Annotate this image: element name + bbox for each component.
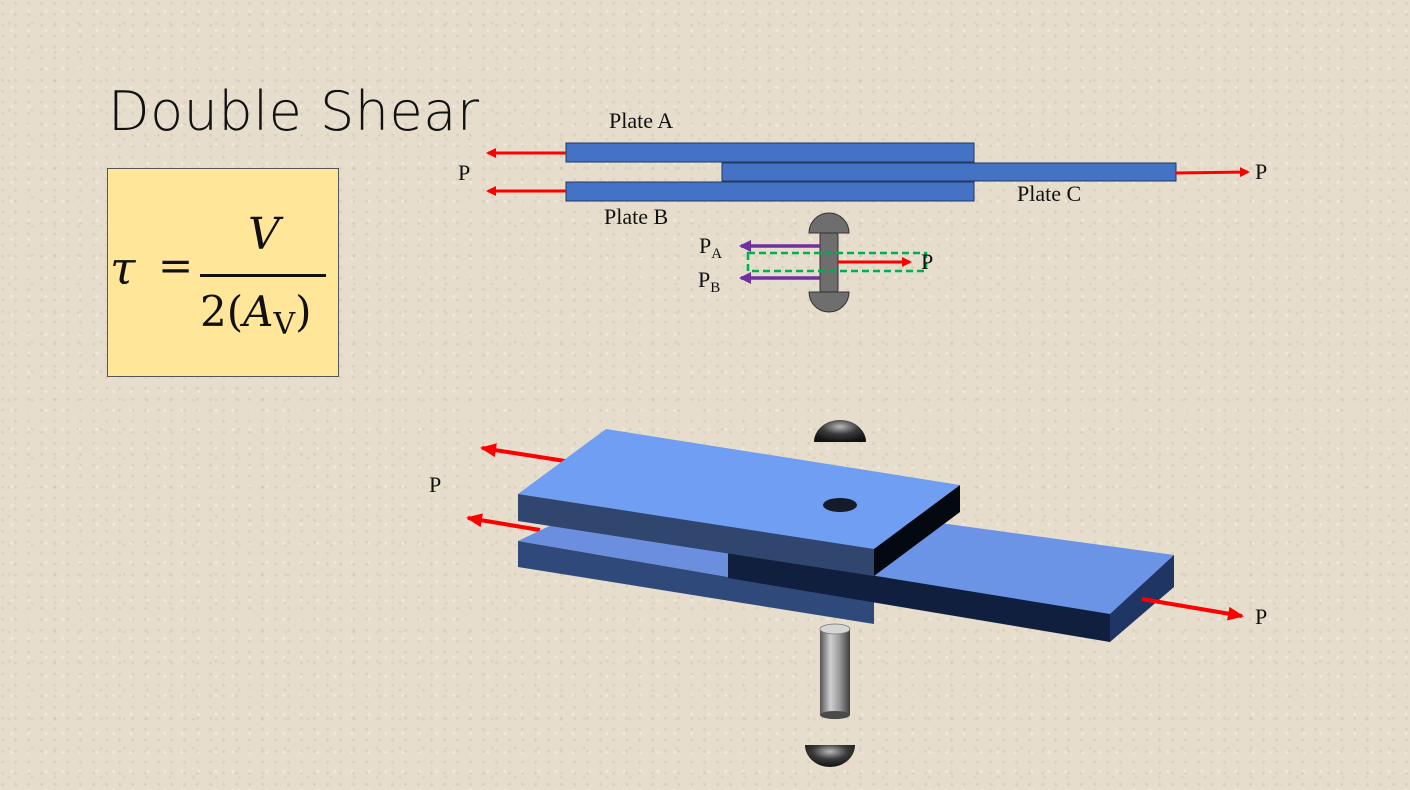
iso-load-arrow-top <box>480 443 566 463</box>
plate-a-label: Plate A <box>609 108 674 133</box>
iso-bolt-hole <box>823 498 857 512</box>
iso-assembly <box>466 420 1244 767</box>
formula-denominator: 2(AV) <box>200 287 312 342</box>
formula-tau: τ <box>110 241 136 295</box>
iso-plate-a-front <box>518 494 874 576</box>
plate-c <box>721 162 1177 182</box>
top-load-right-label: P <box>1255 159 1268 184</box>
bolt-force-a-label: PA <box>699 233 723 262</box>
shear-plane-box <box>746 251 928 273</box>
iso-load-left-label: P <box>429 472 442 497</box>
formula-fraction-bar <box>200 274 326 277</box>
iso-plate-c-front <box>728 552 1110 642</box>
top-load-left-label: P <box>458 160 471 185</box>
formula-numerator: V <box>248 209 280 260</box>
plate-a <box>565 142 975 163</box>
bolt-head-top <box>808 212 850 234</box>
iso-plate-a-side <box>874 485 960 576</box>
bolt-force-c-label: P <box>921 249 934 274</box>
iso-bolt-pin <box>820 629 850 715</box>
formula-box: τ = V 2(AV) <box>107 168 339 377</box>
top-schematic <box>486 142 1250 313</box>
plate-b-label: Plate B <box>604 204 669 229</box>
plate-c-label: Plate C <box>1017 181 1082 206</box>
iso-load-arrow-right <box>1141 597 1244 621</box>
bolt-free-body <box>739 212 928 313</box>
bolt-shank <box>819 232 839 293</box>
formula-equals: = <box>158 241 194 290</box>
bolt-head-bottom <box>808 291 850 313</box>
iso-load-right-label: P <box>1255 604 1268 629</box>
bolt-force-b-label: PB <box>698 267 721 296</box>
iso-bolt-head-top <box>814 420 866 442</box>
iso-bolt-pin-bottom <box>820 711 850 719</box>
iso-plate-c-side <box>1110 555 1174 642</box>
iso-bolt-head-bottom <box>805 745 855 767</box>
plate-b <box>565 181 975 202</box>
load-arrow-plate-c <box>1175 167 1250 178</box>
iso-plate-b-front <box>518 541 874 624</box>
iso-bolt-pin-top <box>819 623 851 635</box>
page-title: Double Shear <box>108 80 480 143</box>
iso-load-arrow-bottom <box>466 513 541 532</box>
iso-plate-a-top <box>518 429 960 549</box>
